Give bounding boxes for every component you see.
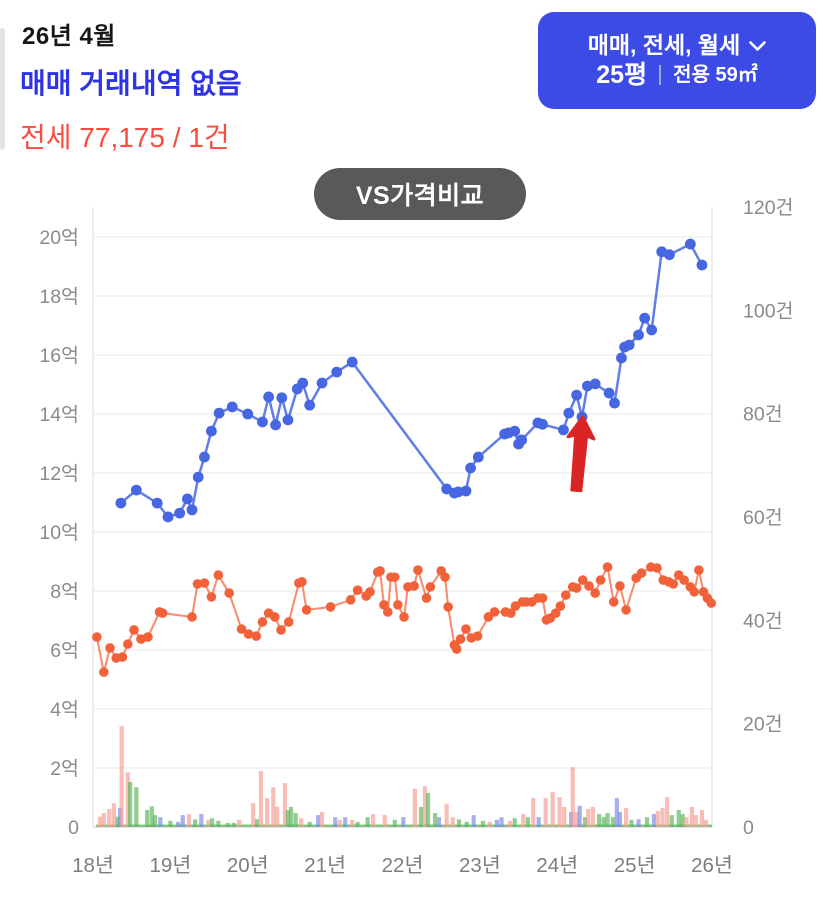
trade-types-label: 매매, 전세, 월세 — [587, 31, 741, 58]
svg-text:2억: 2억 — [50, 758, 79, 780]
sale-price-line — [115, 238, 708, 523]
y-axis-left-labels: 0 2억 4억 6억 8억 10억 12억 14억 16억 18억 20억 — [39, 227, 79, 839]
svg-text:10억: 10억 — [39, 522, 79, 544]
svg-text:23년: 23년 — [459, 854, 501, 877]
trade-type-row: 매매, 전세, 월세 — [587, 31, 767, 58]
svg-text:18년: 18년 — [72, 854, 114, 877]
divider — [659, 65, 662, 85]
vs-price-compare-button[interactable]: VS가격비교 — [314, 168, 526, 220]
svg-text:22년: 22년 — [382, 854, 424, 877]
exclusive-area-label: 전용 59㎡ — [673, 64, 758, 86]
svg-text:60건: 60건 — [743, 507, 783, 529]
svg-text:14억: 14억 — [39, 404, 79, 426]
svg-text:12억: 12억 — [39, 463, 79, 485]
svg-text:8억: 8억 — [50, 581, 79, 603]
left-scrollbar-thumb[interactable] — [0, 28, 5, 150]
svg-text:4억: 4억 — [50, 699, 79, 721]
pyeong-label: 25평 — [596, 60, 648, 89]
volume-bars — [96, 726, 713, 827]
svg-text:20건: 20건 — [743, 714, 783, 736]
svg-text:20억: 20억 — [39, 227, 79, 249]
chevron-down-icon — [749, 40, 767, 52]
svg-text:26년: 26년 — [691, 854, 733, 877]
gridlines — [92, 207, 713, 828]
svg-text:21년: 21년 — [304, 854, 346, 877]
svg-text:24년: 24년 — [536, 854, 578, 877]
jeonse-price-line — [92, 562, 717, 677]
sale-status-text: 매매 거래내역 없음 — [20, 68, 242, 99]
x-axis-labels: 18년 19년 20년 21년 22년 23년 24년 25년 26년 — [72, 854, 733, 877]
current-month-label: 26년 4월 — [22, 23, 116, 50]
svg-text:0: 0 — [68, 817, 79, 839]
jeonse-status-text: 전세 77,175 / 1건 — [20, 122, 230, 153]
y-axis-right-labels: 0 20건 40건 60건 80건 100건 120건 — [743, 197, 793, 839]
trade-type-filter-button[interactable]: 매매, 전세, 월세 25평 전용 59㎡ — [538, 12, 816, 109]
svg-text:100건: 100건 — [743, 300, 793, 322]
svg-text:18억: 18억 — [39, 286, 79, 308]
svg-text:40건: 40건 — [743, 610, 783, 632]
up-arrow-annotation — [566, 415, 596, 493]
svg-text:80건: 80건 — [743, 404, 783, 426]
svg-text:0: 0 — [743, 817, 754, 839]
svg-text:6억: 6억 — [50, 640, 79, 662]
area-row: 25평 전용 59㎡ — [596, 60, 758, 89]
svg-text:120건: 120건 — [743, 197, 793, 219]
svg-text:20년: 20년 — [227, 854, 269, 877]
svg-text:19년: 19년 — [150, 854, 192, 877]
svg-text:25년: 25년 — [614, 854, 656, 877]
svg-text:16억: 16억 — [39, 345, 79, 367]
